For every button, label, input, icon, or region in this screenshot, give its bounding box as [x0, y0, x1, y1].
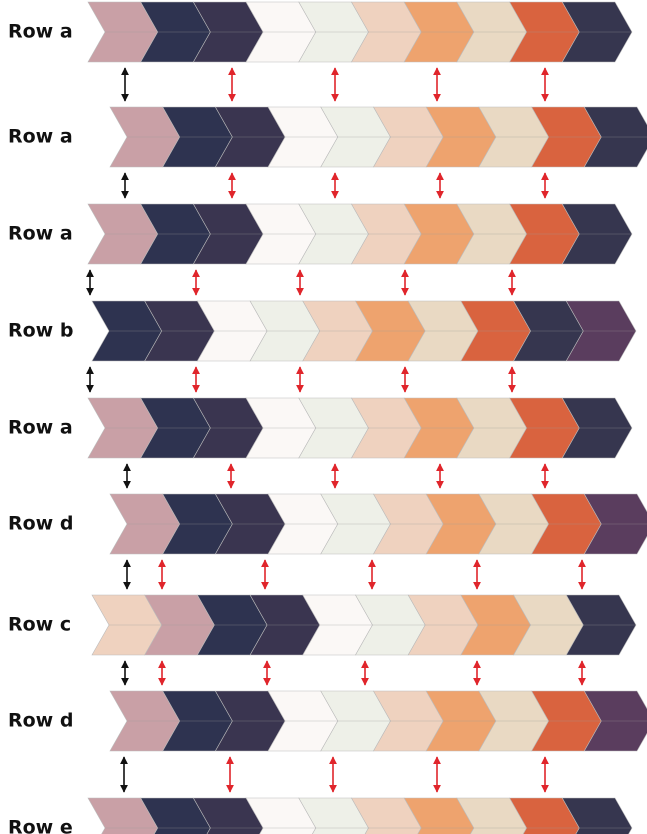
row-label: Row a: [8, 417, 73, 439]
row-label: Row b: [8, 320, 73, 342]
row-label: Row d: [8, 513, 73, 535]
row-label: Row d: [8, 710, 73, 732]
row-label: Row c: [8, 614, 71, 636]
row-label: Row a: [8, 21, 73, 43]
row-label: Row e: [8, 817, 73, 834]
row-label: Row a: [8, 223, 73, 245]
row-label: Row a: [8, 126, 73, 148]
